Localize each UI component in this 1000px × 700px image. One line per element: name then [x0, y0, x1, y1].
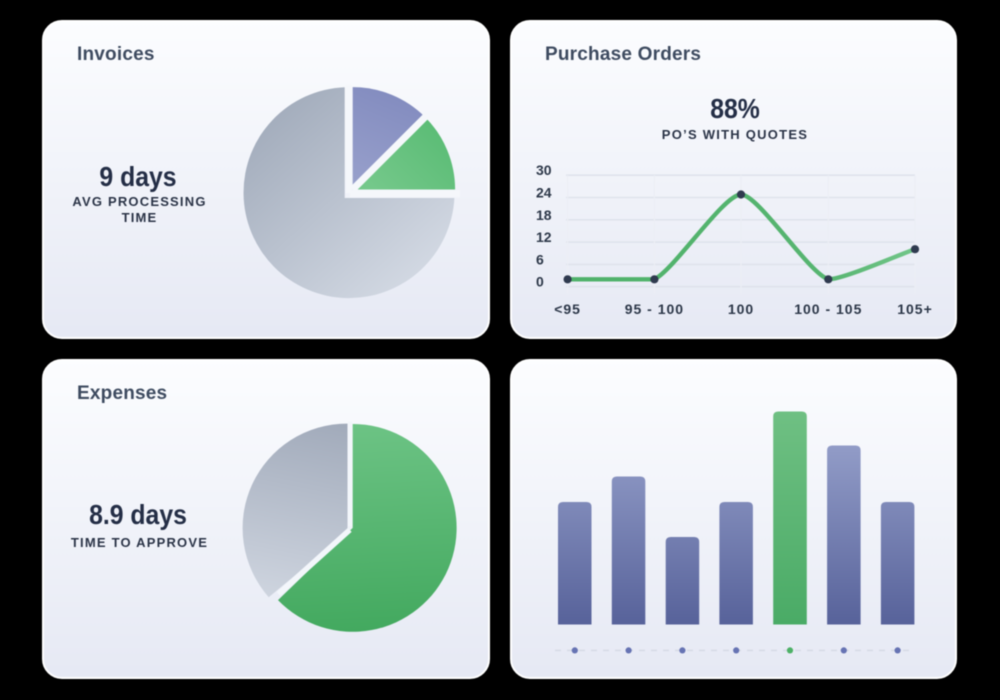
- svg-text:100 - 105: 100 - 105: [794, 301, 862, 317]
- svg-text:95 - 100: 95 - 100: [625, 301, 684, 317]
- svg-text:0: 0: [536, 274, 544, 290]
- svg-text:12: 12: [536, 229, 552, 245]
- svg-text:24: 24: [536, 185, 552, 201]
- svg-text:18: 18: [536, 207, 552, 223]
- svg-text:<95: <95: [554, 301, 581, 317]
- svg-text:30: 30: [536, 162, 552, 178]
- svg-text:105+: 105+: [897, 301, 933, 317]
- svg-text:6: 6: [536, 251, 544, 267]
- svg-text:100: 100: [728, 301, 754, 317]
